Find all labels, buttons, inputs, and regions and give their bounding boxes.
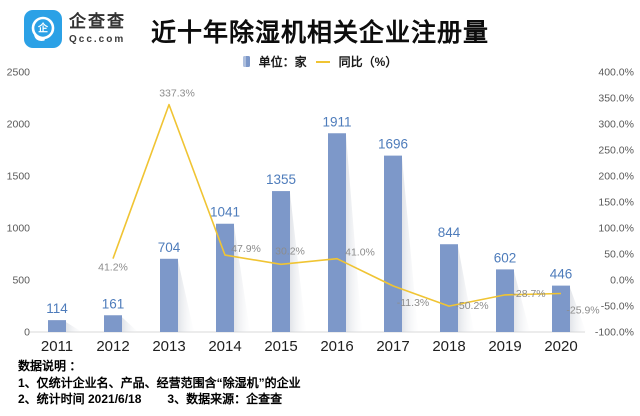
left-axis-tick: 2000 xyxy=(7,119,31,131)
right-axis-tick: 100.0% xyxy=(598,223,634,235)
x-axis-year-label: 2014 xyxy=(208,338,241,355)
svg-text:企: 企 xyxy=(37,22,49,35)
x-axis-year-label: 2012 xyxy=(96,338,129,355)
line-legend-label: 同比（%） xyxy=(338,55,398,69)
right-axis-tick: 350.0% xyxy=(598,93,634,105)
yoy-line xyxy=(112,103,562,307)
left-axis-tick: 500 xyxy=(12,275,30,287)
bar-2013 xyxy=(160,258,178,332)
bar-shadow xyxy=(178,260,194,332)
bar-value-label: 1911 xyxy=(322,114,351,129)
right-axis-tick: 250.0% xyxy=(598,145,634,157)
data-notes-line2: 2、统计时间 2021/6/18 xyxy=(18,392,142,406)
yoy-value-label: -25.9% xyxy=(566,304,599,316)
data-notes-heading: 数据说明 ： xyxy=(18,359,82,373)
yoy-value-label: -11.3% xyxy=(397,297,430,309)
right-axis-tick: -50.0% xyxy=(601,301,634,313)
bar-value-label: 161 xyxy=(102,296,125,311)
bar-2018 xyxy=(440,244,458,332)
bar-2015 xyxy=(272,191,290,332)
bar-shadow xyxy=(122,317,138,332)
bar-2011 xyxy=(48,320,66,332)
yoy-value-label: -50.2% xyxy=(455,300,488,312)
bar-shadow xyxy=(234,225,250,332)
bar-2014 xyxy=(216,223,234,332)
x-axis-year-label: 2015 xyxy=(264,338,297,355)
x-axis-year-label: 2017 xyxy=(376,338,409,355)
x-axis-year-label: 2019 xyxy=(488,338,521,355)
x-axis-year-label: 2013 xyxy=(152,338,185,355)
right-axis-tick: 0.0% xyxy=(610,275,634,287)
yoy-value-label: 337.3% xyxy=(159,88,195,100)
bar-shadow xyxy=(66,322,82,332)
logo-domain: Qcc.com xyxy=(69,34,126,45)
x-axis-year-label: 2020 xyxy=(544,338,577,355)
x-axis-year-label: 2011 xyxy=(41,338,73,355)
yoy-value-label: 41.2% xyxy=(98,262,128,274)
bar-value-label: 446 xyxy=(550,267,573,282)
bar-shadow xyxy=(514,271,530,332)
right-axis-tick: 400.0% xyxy=(598,67,634,79)
bar-value-label: 602 xyxy=(494,250,517,265)
yoy-value-label: 30.2% xyxy=(275,245,305,257)
left-axis-tick: 0 xyxy=(24,327,30,339)
bar-2012 xyxy=(104,315,122,332)
bar-legend-icon xyxy=(242,56,250,67)
data-notes-line3: 3、数据来源：企查查 xyxy=(167,392,283,406)
right-axis-tick: 300.0% xyxy=(598,119,634,131)
left-axis-tick: 1500 xyxy=(7,171,31,183)
bar-value-label: 1041 xyxy=(210,205,240,220)
left-axis-tick: 1000 xyxy=(7,223,31,235)
bar-2020 xyxy=(552,285,570,332)
qcc-logo: 企 企查查 Qcc.com xyxy=(24,10,126,48)
bar-shadow xyxy=(570,287,586,332)
data-notes: 数据说明 ： 1、仅统计企业名、产品、经营范围含“除湿机”的企业 2、统计时间 … xyxy=(18,358,301,408)
right-axis-tick: -100.0% xyxy=(595,327,634,339)
logo-name: 企查查 xyxy=(69,12,126,31)
bar-2016 xyxy=(328,133,346,332)
yoy-value-label: -28.7% xyxy=(512,288,545,300)
right-axis-tick: 50.0% xyxy=(604,249,634,261)
chart-legend: 单位：家 同比（%） xyxy=(0,53,640,70)
x-axis-year-label: 2018 xyxy=(432,338,465,355)
bar-value-label: 114 xyxy=(46,301,68,316)
line-legend-icon xyxy=(315,60,330,63)
bar-value-label: 704 xyxy=(158,240,181,255)
bar-shadow xyxy=(346,135,362,332)
bar-2019 xyxy=(496,269,514,332)
left-axis-tick: 2500 xyxy=(7,67,31,79)
yoy-value-label: 47.9% xyxy=(231,243,261,255)
bar-value-label: 844 xyxy=(438,225,461,240)
bar-shadow xyxy=(402,157,418,332)
bar-value-label: 1355 xyxy=(266,172,296,187)
right-axis-tick: 200.0% xyxy=(598,171,634,183)
x-axis-year-label: 2016 xyxy=(320,338,353,355)
chart-title: 近十年除湿机相关企业注册量 xyxy=(150,19,489,47)
right-axis-tick: 150.0% xyxy=(598,197,634,209)
bar-legend-label: 单位：家 xyxy=(258,55,307,69)
bar-shadow xyxy=(458,246,474,332)
bar-value-label: 1696 xyxy=(378,137,408,152)
yoy-value-label: 41.0% xyxy=(345,247,375,259)
data-notes-line1: 1、仅统计企业名、产品、经营范围含“除湿机”的企业 xyxy=(18,375,301,390)
qcc-logo-icon: 企 xyxy=(24,10,62,48)
